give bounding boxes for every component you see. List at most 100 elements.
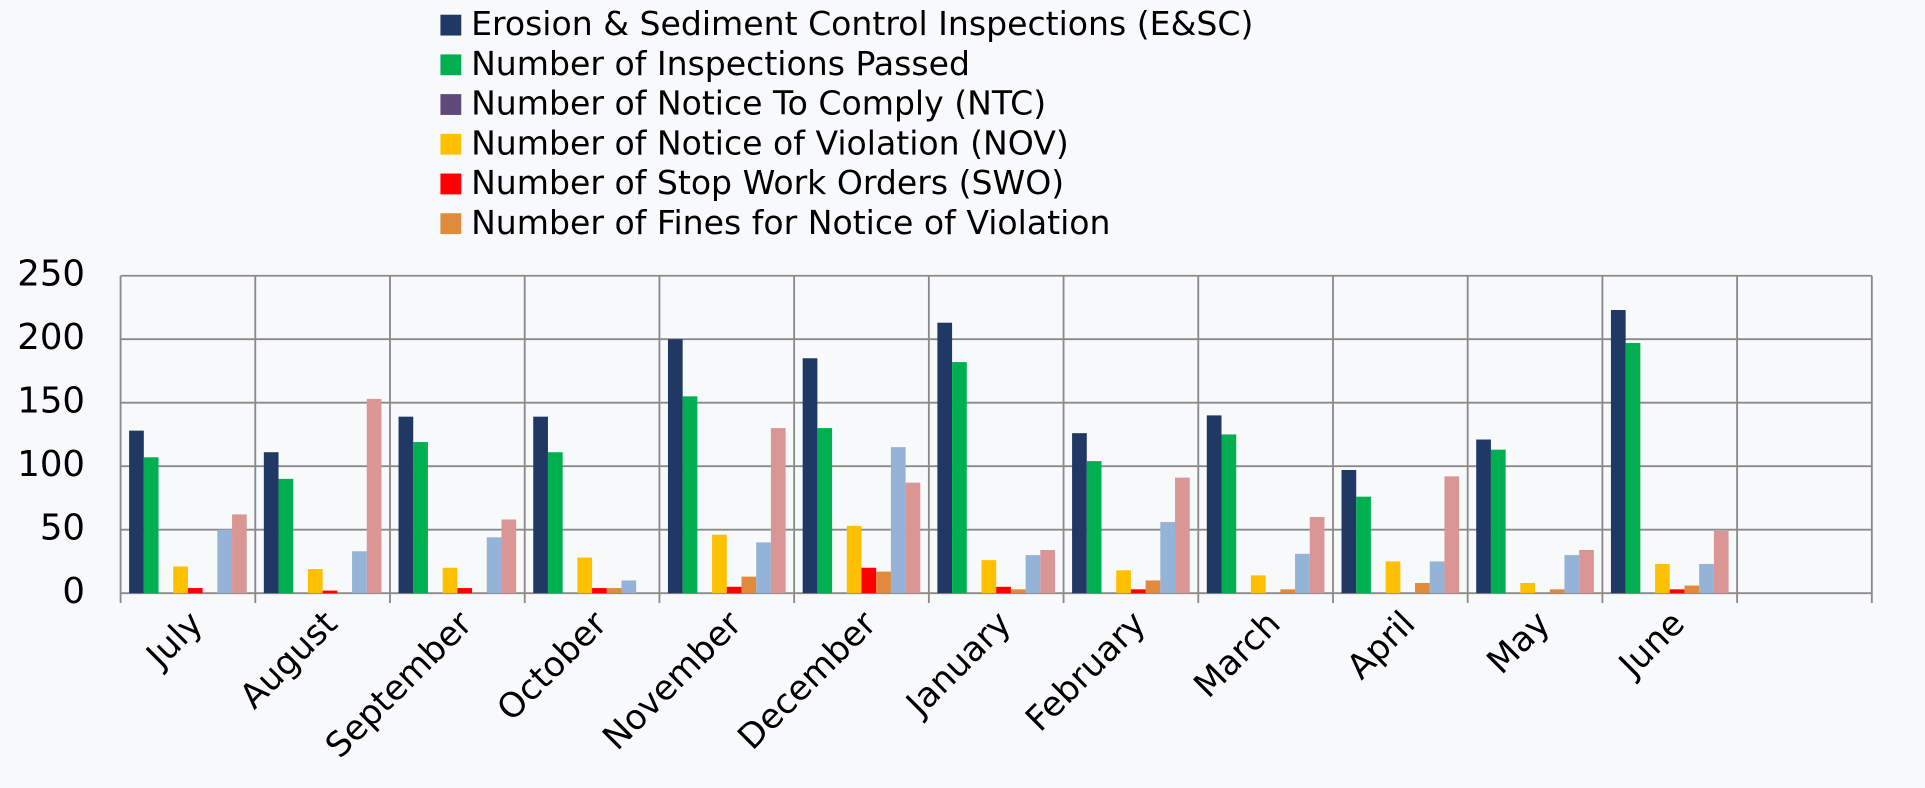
- bar: [1476, 439, 1491, 594]
- bar: [802, 358, 818, 594]
- legend-label: Number of Fines for Notice of Violation: [471, 203, 1110, 242]
- y-tick-label: 100: [17, 444, 85, 485]
- bar: [846, 525, 862, 594]
- bar: [770, 428, 786, 594]
- bar: [1655, 563, 1670, 594]
- bar: [486, 537, 502, 594]
- bar: [592, 588, 607, 594]
- bar: [1669, 589, 1685, 594]
- bar: [937, 322, 953, 594]
- bar: [1040, 549, 1056, 594]
- bar: [1086, 461, 1102, 594]
- bar: [1025, 555, 1041, 594]
- y-tick-label: 150: [17, 381, 85, 422]
- legend-label: Number of Stop Work Orders (SWO): [471, 163, 1064, 202]
- bar: [667, 339, 683, 594]
- bar: [1145, 580, 1161, 594]
- bar: [682, 396, 698, 594]
- legend-label: Erosion & Sediment Control Inspections (…: [471, 4, 1253, 43]
- bar: [352, 551, 367, 594]
- x-tick-label: October: [490, 603, 616, 729]
- x-tick-label: June: [1610, 604, 1693, 687]
- bar: [726, 586, 742, 594]
- bar: [322, 590, 338, 594]
- bar: [1684, 585, 1700, 594]
- bar: [1250, 575, 1266, 594]
- legend-swatch: [440, 213, 462, 235]
- bar: [1221, 434, 1237, 594]
- bar: [577, 557, 593, 594]
- x-tick-label: August: [232, 604, 345, 717]
- bar: [905, 482, 921, 594]
- bar: [712, 534, 727, 594]
- bar: [1160, 522, 1176, 594]
- x-tick-label: December: [730, 603, 885, 758]
- legend-swatch: [440, 14, 462, 36]
- bar: [398, 416, 414, 594]
- bar: [1549, 589, 1565, 594]
- bar: [129, 430, 144, 594]
- bar: [1206, 415, 1222, 594]
- bar: [1625, 343, 1641, 594]
- legend-swatch: [440, 54, 462, 76]
- x-tick-label: May: [1480, 604, 1558, 682]
- bar: [952, 362, 967, 594]
- bar: [1010, 589, 1026, 594]
- bar: [501, 519, 517, 594]
- bar: [366, 398, 382, 594]
- bar: [817, 428, 833, 594]
- x-tick-label: July: [138, 604, 211, 677]
- bar: [533, 416, 548, 594]
- x-tick-label: March: [1186, 604, 1288, 706]
- bar: [1385, 561, 1401, 594]
- bar: [756, 542, 771, 594]
- y-tick-label: 0: [62, 571, 85, 612]
- legend-label: Number of Notice of Violation (NOV): [471, 123, 1069, 162]
- bar: [1520, 582, 1536, 594]
- bar: [1175, 477, 1190, 594]
- bar: [1579, 549, 1594, 594]
- bar: [547, 452, 563, 594]
- bar: [1116, 570, 1131, 594]
- bar: [861, 567, 877, 594]
- bar: [413, 442, 428, 594]
- bar: [1713, 530, 1729, 594]
- y-tick-label: 250: [17, 254, 85, 295]
- legend-swatch: [440, 173, 462, 195]
- bar: [1341, 469, 1357, 594]
- bar: [1415, 582, 1430, 594]
- bar: [232, 514, 247, 594]
- bar: [1429, 561, 1445, 594]
- bar: [1280, 589, 1296, 594]
- bar: [606, 588, 622, 594]
- legend-swatch: [440, 133, 462, 155]
- x-tick-label: September: [318, 603, 481, 766]
- bar: [1309, 516, 1325, 594]
- legend-swatch: [440, 94, 462, 115]
- bar: [1610, 310, 1626, 594]
- x-tick-label: April: [1340, 604, 1424, 688]
- bar: [1699, 563, 1714, 594]
- bar: [890, 447, 906, 594]
- x-tick-label: January: [897, 604, 1019, 726]
- x-tick-label: November: [595, 603, 750, 758]
- bar: [621, 580, 637, 594]
- bar: [173, 566, 188, 594]
- bar: [1564, 555, 1580, 594]
- bar: [1295, 553, 1310, 594]
- bar: [876, 571, 891, 594]
- y-tick-label: 50: [40, 508, 85, 549]
- bar: [1072, 433, 1087, 594]
- bar: [1130, 589, 1146, 594]
- bar: [442, 567, 458, 594]
- bar: [217, 529, 233, 594]
- bar: [307, 569, 323, 594]
- legend-label: Number of Notice To Comply (NTC): [471, 84, 1046, 123]
- bar: [187, 588, 203, 594]
- legend-label: Number of Inspections Passed: [471, 44, 970, 83]
- y-tick-label: 200: [17, 317, 85, 358]
- bar: [1444, 476, 1460, 594]
- bar: [996, 586, 1011, 594]
- x-tick-label: February: [1018, 604, 1154, 740]
